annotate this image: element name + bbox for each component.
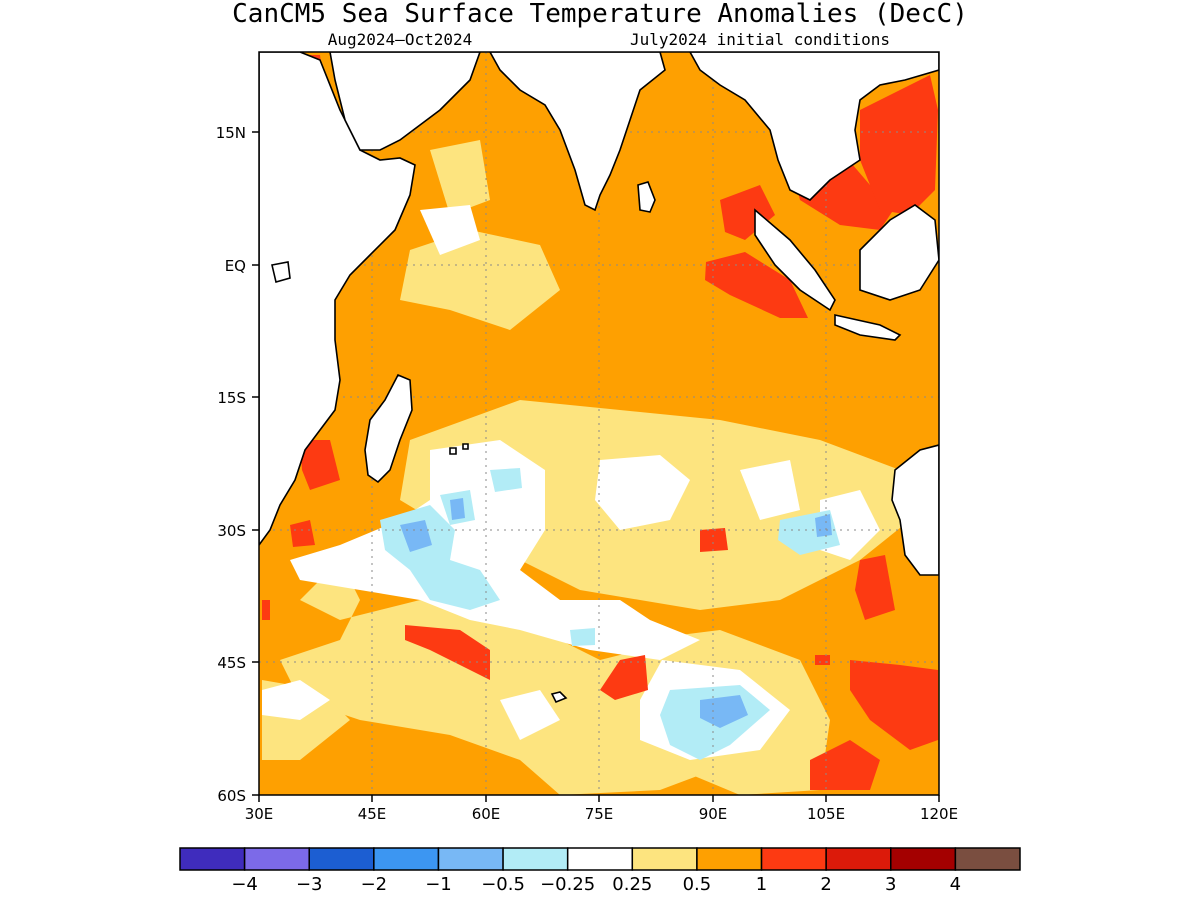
colorbar-swatch <box>890 847 957 871</box>
land-java <box>834 314 902 341</box>
colorbar-swatch <box>696 847 763 871</box>
colorbar-swatch <box>373 847 440 871</box>
longitude-labels: 30E 45E 60E 75E 90E 105E 120E <box>245 805 958 823</box>
lon-tick-label: 90E <box>699 805 728 823</box>
colorbar-swatch <box>437 847 504 871</box>
colorbar-label: −4 <box>231 874 258 895</box>
lon-tick-label: 30E <box>245 805 274 823</box>
colorbar-swatch <box>308 847 375 871</box>
land-australia <box>891 444 939 576</box>
colorbar-label: −0.5 <box>481 874 525 895</box>
colorbar-label: −0.25 <box>540 874 595 895</box>
colorbar: −4 −3 −2 −1 −0.5 −0.25 0.25 0.5 1 2 3 4 <box>179 847 1021 895</box>
colorbar-swatch <box>566 847 634 871</box>
lat-tick-label: 30S <box>217 522 246 540</box>
lon-tick-label: 60E <box>472 805 501 823</box>
colorbar-swatch <box>502 847 569 871</box>
land-madagascar <box>364 373 413 484</box>
lon-tick-label: 75E <box>585 805 614 823</box>
colorbar-swatch <box>760 847 827 871</box>
initial-conditions-label: July2024 initial conditions <box>630 30 890 49</box>
land-sumatra <box>754 208 836 312</box>
lat-tick-label: EQ <box>225 257 246 275</box>
map-panel <box>259 52 939 795</box>
colorbar-label: −1 <box>425 874 452 895</box>
colorbar-label: 0.5 <box>683 874 712 895</box>
colorbar-swatch <box>954 847 1021 871</box>
colorbar-swatch <box>179 847 246 871</box>
colorbar-swatch <box>631 847 698 871</box>
land-india <box>489 52 666 212</box>
colorbar-label: 1 <box>756 874 767 895</box>
colorbar-label: −2 <box>361 874 388 895</box>
land-arabian-peninsula <box>329 52 481 151</box>
colorbar-label: 0.25 <box>612 874 652 895</box>
lon-tick-label: 45E <box>358 805 387 823</box>
colorbar-label: 3 <box>885 874 896 895</box>
figure-title: CanCM5 Sea Surface Temperature Anomalies… <box>232 0 968 29</box>
lon-tick-label: 105E <box>807 805 845 823</box>
forecast-period: Aug2024–Oct2024 <box>328 30 473 49</box>
lat-tick-label: 15S <box>217 389 246 407</box>
land-borneo <box>859 204 939 301</box>
land-sri-lanka <box>637 181 656 213</box>
land-kerguelen <box>550 691 568 704</box>
latitude-labels: 15N EQ 15S 30S 45S 60S <box>216 124 246 805</box>
anomaly-neutral-regions <box>262 205 880 760</box>
anomaly-moderate-cool-regions <box>400 498 832 728</box>
colorbar-label: 2 <box>820 874 831 895</box>
lat-tick-label: 60S <box>217 787 246 805</box>
lon-tick-label: 120E <box>920 805 958 823</box>
land-southeast-asia <box>689 52 939 201</box>
lat-tick-label: 45S <box>217 654 246 672</box>
axis-ticks <box>252 131 940 802</box>
colorbar-swatch <box>243 847 310 871</box>
colorbar-label: −3 <box>296 874 323 895</box>
land-mascarene-islands <box>449 443 469 455</box>
land-masses <box>259 52 939 704</box>
lat-tick-label: 15N <box>216 124 246 142</box>
colorbar-swatch <box>825 847 892 871</box>
colorbar-label: 4 <box>950 874 961 895</box>
land-lake-victoria <box>271 261 291 283</box>
